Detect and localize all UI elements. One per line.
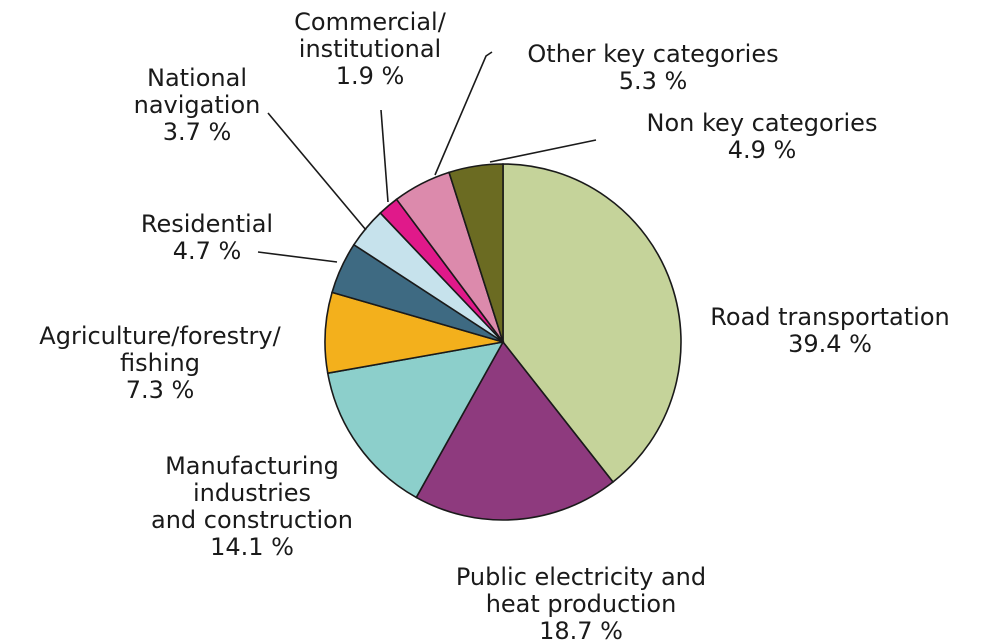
slice-label: Public electricity and heat production 18.… [456, 563, 706, 642]
slice-category-label: Non key categories [647, 109, 878, 137]
slice-category-label: Agriculture/forestry/ [39, 322, 281, 350]
slice-value-label: 14.1 % [210, 533, 294, 561]
slice-label: Commercial/institutional 1.9 % [294, 8, 447, 90]
leader-line [380, 109, 389, 203]
slice-category-label: Commercial/ [294, 8, 447, 36]
leader-line [489, 139, 597, 163]
slice-category-label: institutional [299, 35, 441, 63]
leader-lines [257, 51, 597, 263]
slice-value-label: 3.7 % [163, 118, 232, 146]
slice-label: Road transportation 39.4 % [710, 303, 949, 358]
slice-label: Manufacturing industries and construction 1… [151, 452, 353, 561]
pie-slices [324, 163, 682, 521]
slice-label: National navigation 3.7 % [134, 64, 261, 146]
slice-category-label: Residential [141, 210, 273, 238]
slice-category-label: Road transportation [710, 303, 949, 331]
slice-category-label: navigation [134, 91, 261, 119]
slice-category-label: fishing [120, 349, 200, 377]
slice-category-label: National [147, 64, 247, 92]
slice-category-label: Manufacturing [165, 452, 339, 480]
slice-label: Residential 4.7 % [141, 210, 273, 265]
slice-category-label: industries [193, 479, 311, 507]
slice-value-label: 5.3 % [619, 67, 688, 95]
slice-label: Other key categories 5.3 % [527, 40, 778, 95]
slice-category-label: and construction [151, 506, 353, 534]
slice-value-label: 7.3 % [126, 376, 195, 404]
slice-value-label: 1.9 % [336, 62, 405, 90]
leader-line [257, 251, 338, 263]
slice-value-label: 4.7 % [173, 237, 242, 265]
slice-value-label: 18.7 % [539, 617, 623, 642]
leader-line [434, 51, 493, 176]
slice-labels: Road transportation 39.4 % Public electric… [39, 8, 949, 642]
slice-category-label: Other key categories [527, 40, 778, 68]
pie-slice [415, 340, 615, 521]
pie-slice [448, 163, 504, 343]
pie-slice [326, 340, 505, 499]
slice-category-label: heat production [486, 590, 677, 618]
slice-label: Non key categories 4.9 % [647, 109, 878, 164]
slice-category-label: Public electricity and [456, 563, 706, 591]
slice-value-label: 4.9 % [728, 136, 797, 164]
slice-value-label: 39.4 % [788, 330, 872, 358]
pie-slice [502, 163, 682, 484]
slice-label: Agriculture/forestry/fishing 7.3 % [39, 322, 281, 404]
leader-line [267, 112, 367, 231]
